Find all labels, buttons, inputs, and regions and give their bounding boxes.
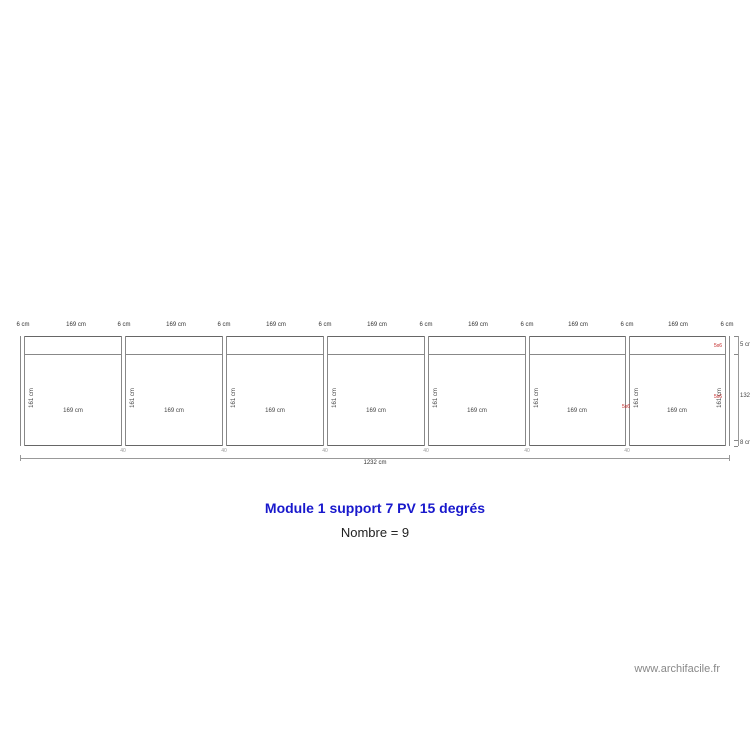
dim-label: 6 cm xyxy=(720,322,733,328)
bay-width-label: 169 cm xyxy=(63,408,83,414)
bay-width-label: 169 cm xyxy=(366,408,386,414)
bay-height-label: 161 cm xyxy=(634,388,640,408)
dim-label: 5 cm xyxy=(740,342,750,348)
bay-height-label: 161 cm xyxy=(332,388,338,408)
post xyxy=(20,336,25,446)
dim-label: 6 cm xyxy=(419,322,432,328)
horizontal-rail xyxy=(20,354,730,355)
bay-height-label: 161 cm xyxy=(433,388,439,408)
outer-frame xyxy=(20,336,730,446)
total-width-label: 1232 cm xyxy=(363,460,386,466)
post xyxy=(625,336,630,446)
bay-width-label: 169 cm xyxy=(467,408,487,414)
post xyxy=(525,336,530,446)
bay-height-label: 161 cm xyxy=(534,388,540,408)
dim-tick xyxy=(734,446,738,447)
post xyxy=(725,336,730,446)
section-label: 5x6 xyxy=(714,343,722,349)
post xyxy=(121,336,126,446)
dim-line xyxy=(20,458,730,459)
dim-label: 6 cm xyxy=(520,322,533,328)
bay-width-label: 169 cm xyxy=(567,408,587,414)
post xyxy=(222,336,227,446)
bay-height-label: 161 cm xyxy=(29,388,35,408)
bay-width-label: 169 cm xyxy=(265,408,285,414)
dim-label: 169 cm xyxy=(668,322,688,328)
structure-drawing: 169 cm 169 cm 169 cm 169 cm 169 cm 169 c… xyxy=(20,336,730,446)
dim-line xyxy=(738,336,739,446)
top-dimensions: 6 cm 169 cm 6 cm 169 cm 6 cm 169 cm 6 cm… xyxy=(20,322,730,334)
dim-label: 6 cm xyxy=(318,322,331,328)
diagram-subtitle: Nombre = 9 xyxy=(0,525,750,540)
bay-width-label: 169 cm xyxy=(164,408,184,414)
watermark-text: www.archifacile.fr xyxy=(634,663,720,675)
bottom-dimension: 1232 cm xyxy=(20,452,730,466)
bay-height-label: 161 cm xyxy=(231,388,237,408)
dim-label: 6 cm xyxy=(117,322,130,328)
bay-width-label: 169 cm xyxy=(667,408,687,414)
section-label: 5x6 xyxy=(714,394,722,400)
dim-label: 169 cm xyxy=(367,322,387,328)
dim-label: 169 cm xyxy=(166,322,186,328)
dim-label: 169 cm xyxy=(66,322,86,328)
post xyxy=(424,336,429,446)
dim-label: 169 cm xyxy=(568,322,588,328)
right-dimensions: 5 cm 132 cm 8 cm xyxy=(734,336,748,446)
diagram-title: Module 1 support 7 PV 15 degrés xyxy=(0,500,750,516)
dim-label: 6 cm xyxy=(620,322,633,328)
dim-label: 169 cm xyxy=(266,322,286,328)
post xyxy=(323,336,328,446)
section-label: 5x6 xyxy=(622,404,630,410)
dim-label: 6 cm xyxy=(217,322,230,328)
dim-label: 132 cm xyxy=(740,393,750,399)
dim-label: 169 cm xyxy=(468,322,488,328)
bay-height-label: 161 cm xyxy=(130,388,136,408)
dim-label: 8 cm xyxy=(740,440,750,446)
dim-label: 6 cm xyxy=(16,322,29,328)
